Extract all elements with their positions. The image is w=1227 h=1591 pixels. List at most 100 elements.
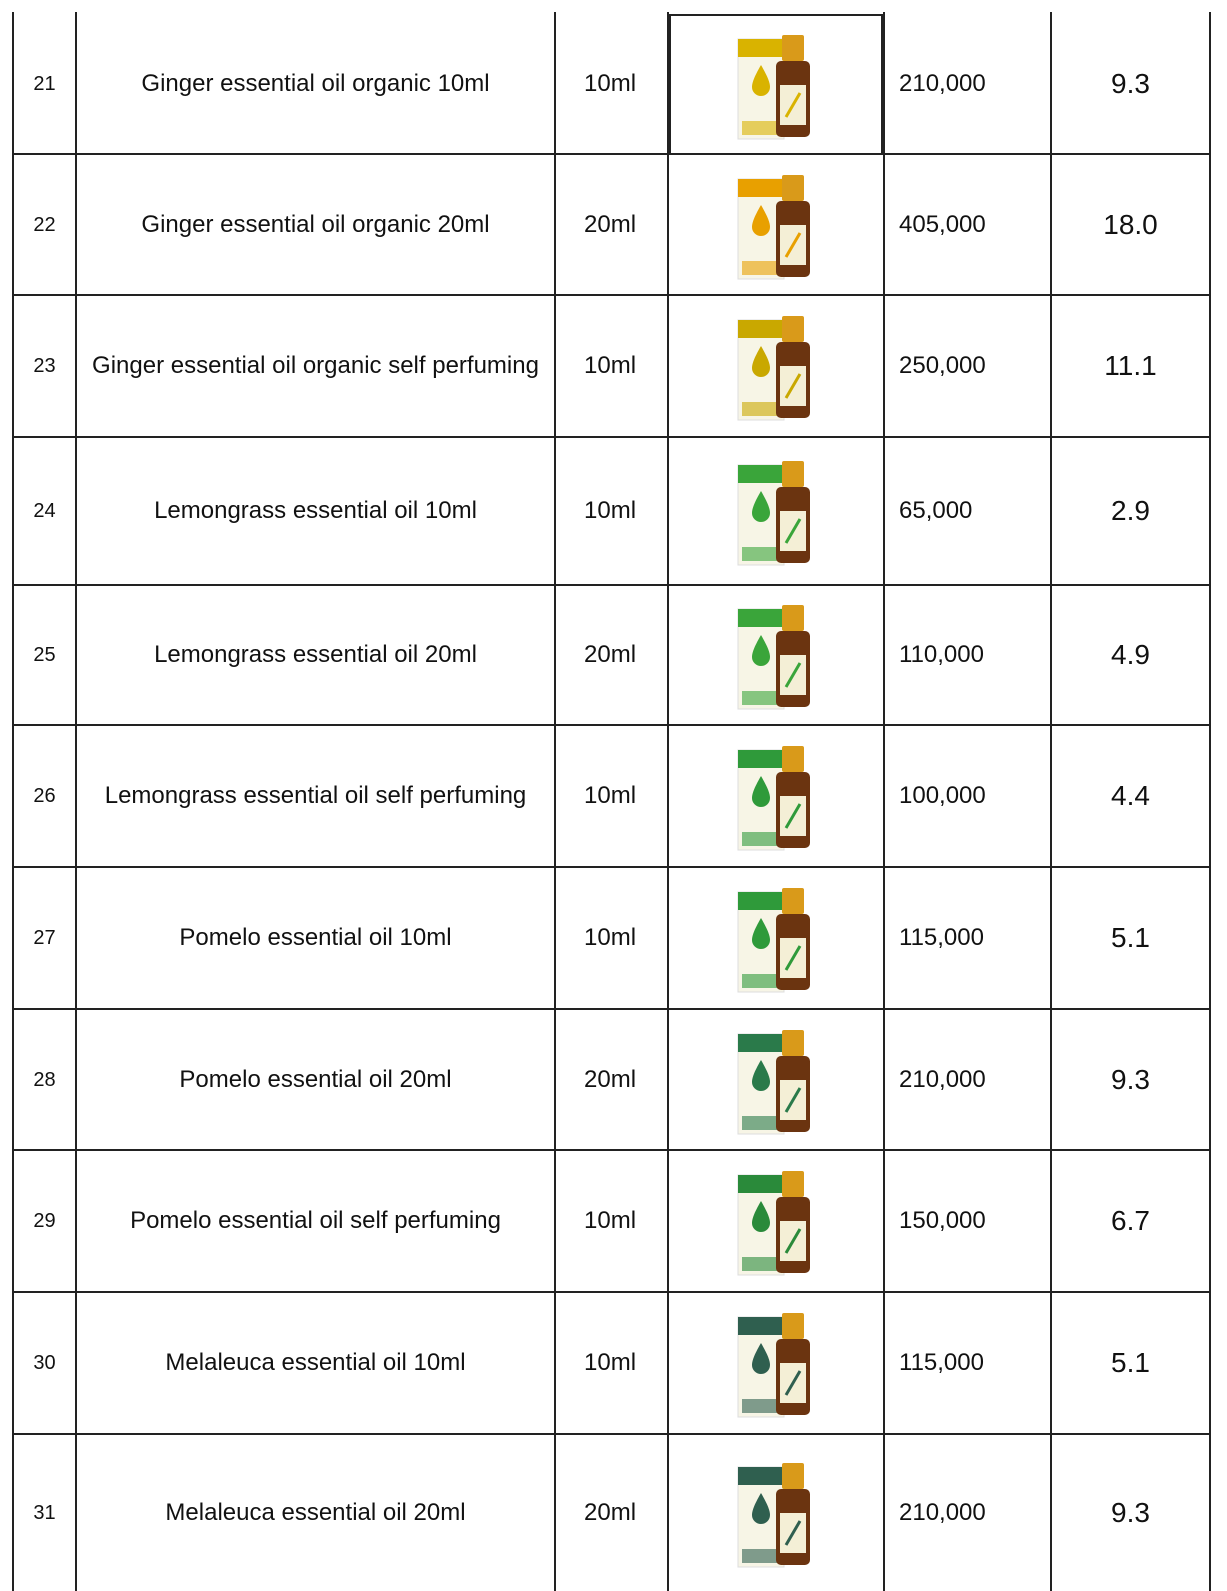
price-vnd: 250,000 [885,296,1050,436]
product-image [669,586,883,724]
volume: 10ml [556,14,667,153]
row-number: 23 [14,296,75,436]
product-name: Ginger essential oil organic 10ml [77,14,554,153]
column-line [883,12,885,1591]
price-vnd: 110,000 [885,586,1050,724]
row-line [12,1291,1211,1293]
row-number: 28 [14,1010,75,1149]
volume: 20ml [556,1010,667,1149]
price-usd-text: 4.9 [1111,639,1150,670]
volume-text: 10ml [584,782,637,809]
product-illustration [737,316,810,421]
price-usd: 6.7 [1052,1151,1209,1291]
row-number-text: 31 [33,1502,56,1524]
row-line [12,1149,1211,1151]
product-image [669,296,883,436]
row-number-text: 26 [33,785,56,807]
price-usd-text: 5.1 [1111,922,1150,953]
product-name-text: Ginger essential oil organic 20ml [141,210,490,238]
product-name-text: Lemongrass essential oil 10ml [154,497,477,524]
product-name-text: Ginger essential oil organic 10ml [141,69,490,97]
column-line [1209,12,1211,1591]
volume: 10ml [556,726,667,866]
product-name-text: Melaleuca essential oil 10ml [165,1349,466,1376]
volume-text: 10ml [584,352,637,379]
product-image [669,14,883,153]
row-line [12,153,1211,155]
price-usd-text: 9.3 [1111,67,1150,99]
column-line [667,12,669,1591]
product-image [669,726,883,866]
price-vnd: 115,000 [885,1293,1050,1433]
price-vnd: 210,000 [885,1435,1050,1591]
volume: 10ml [556,1151,667,1291]
price-usd: 5.1 [1052,1293,1209,1433]
column-line [554,12,556,1591]
volume: 20ml [556,1435,667,1591]
row-line [12,436,1211,438]
price-vnd: 210,000 [885,1010,1050,1149]
price-vnd: 100,000 [885,726,1050,866]
volume-text: 10ml [584,69,637,97]
product-illustration [737,461,810,566]
product-illustration [737,1313,810,1418]
product-image [669,155,883,294]
volume-text: 20ml [584,1499,637,1526]
row-number-text: 30 [33,1352,56,1374]
product-image [669,438,883,584]
product-illustration [737,888,810,993]
product-name: Pomelo essential oil 10ml [77,868,554,1008]
row-line [12,1008,1211,1010]
row-number: 30 [14,1293,75,1433]
price-vnd: 405,000 [885,155,1050,294]
price-usd: 11.1 [1052,296,1209,436]
product-name: Lemongrass essential oil self perfuming [77,726,554,866]
product-name: Lemongrass essential oil 10ml [77,438,554,584]
product-illustration [737,34,810,139]
price-usd: 2.9 [1052,438,1209,584]
price-vnd-text: 210,000 [899,69,986,97]
price-vnd-text: 115,000 [899,1349,984,1376]
row-number: 25 [14,586,75,724]
price-usd: 5.1 [1052,868,1209,1008]
column-line [1050,12,1052,1591]
price-usd: 9.3 [1052,1010,1209,1149]
price-usd: 4.9 [1052,586,1209,724]
product-name-text: Melaleuca essential oil 20ml [165,1499,466,1526]
price-vnd: 150,000 [885,1151,1050,1291]
price-vnd: 65,000 [885,438,1050,584]
product-image [669,1435,883,1591]
row-number-text: 29 [33,1210,56,1232]
product-image [669,1293,883,1433]
product-illustration [737,1171,810,1276]
product-name: Ginger essential oil organic self perfum… [77,296,554,436]
row-number: 26 [14,726,75,866]
price-vnd: 210,000 [885,14,1050,153]
row-number-text: 24 [33,500,56,522]
row-number: 22 [14,155,75,294]
product-name: Ginger essential oil organic 20ml [77,155,554,294]
volume-text: 10ml [584,1349,637,1376]
volume-text: 20ml [584,1065,637,1093]
product-name-text: Lemongrass essential oil self perfuming [104,782,527,809]
row-number: 27 [14,868,75,1008]
row-number-text: 22 [33,213,56,236]
price-usd-text: 5.1 [1111,1347,1150,1378]
price-vnd-text: 65,000 [899,497,973,524]
product-illustration [737,746,810,851]
price-vnd-text: 210,000 [899,1065,986,1093]
volume: 20ml [556,586,667,724]
row-number: 29 [14,1151,75,1291]
row-line [12,294,1211,296]
price-vnd-text: 115,000 [899,924,984,951]
product-name-text: Pomelo essential oil 20ml [179,1065,452,1093]
price-vnd-text: 250,000 [899,352,986,379]
price-vnd-text: 100,000 [899,782,986,809]
product-name: Melaleuca essential oil 10ml [77,1293,554,1433]
volume-text: 20ml [584,210,637,238]
row-line [12,584,1211,586]
price-usd-text: 18.0 [1103,208,1158,240]
product-illustration [737,1029,810,1134]
column-line [75,12,77,1591]
row-number: 24 [14,438,75,584]
